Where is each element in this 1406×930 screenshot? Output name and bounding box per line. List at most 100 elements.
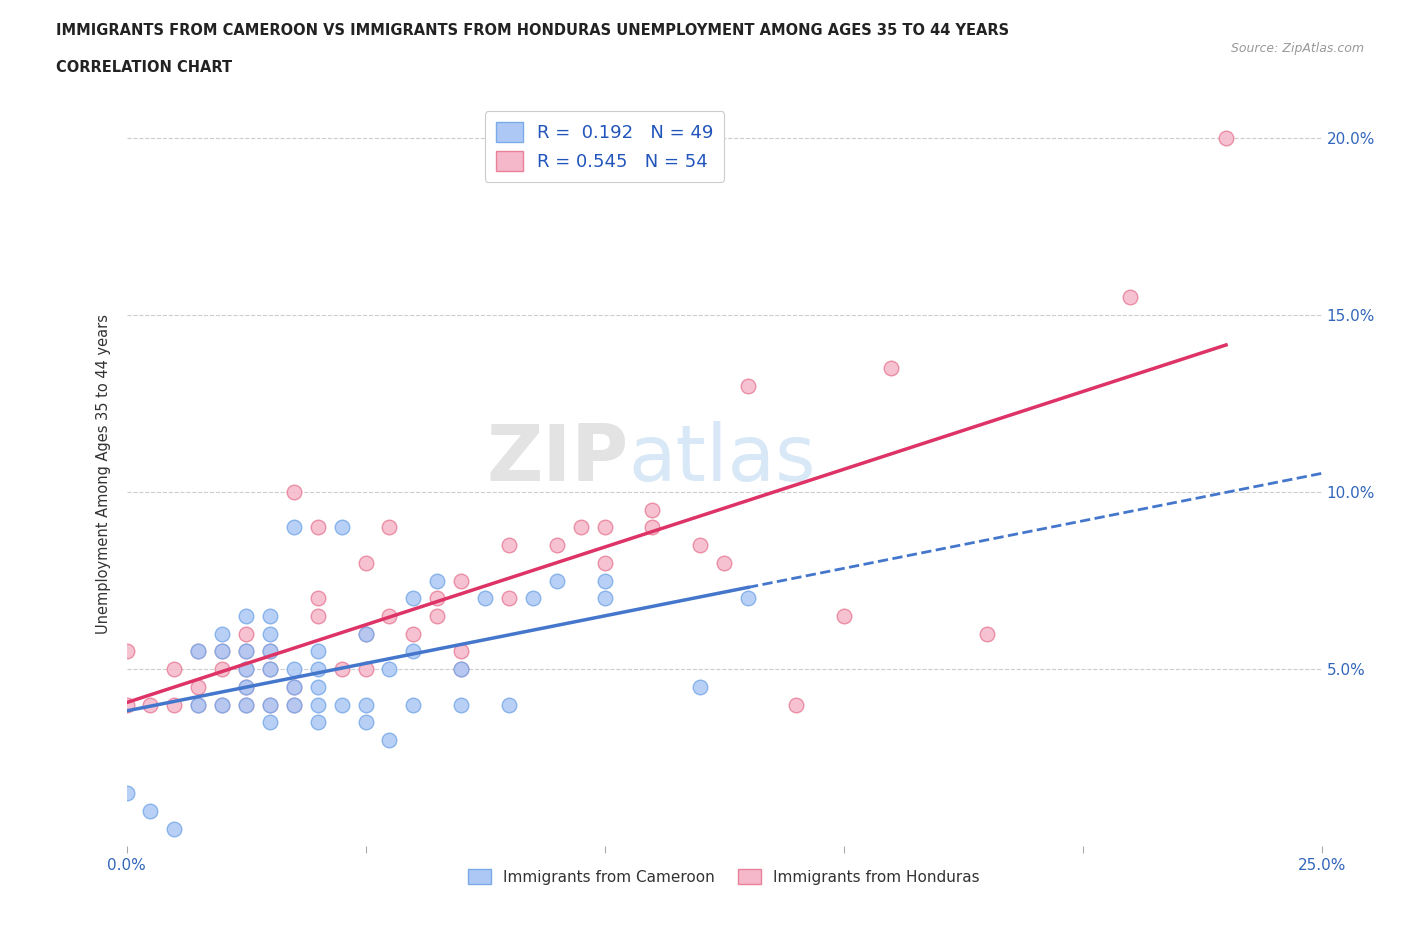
Point bbox=[330, 520, 353, 535]
Point bbox=[163, 698, 186, 712]
Point bbox=[307, 520, 329, 535]
Point bbox=[689, 538, 711, 552]
Point bbox=[283, 680, 305, 695]
Point bbox=[450, 644, 472, 658]
Point bbox=[307, 715, 329, 730]
Point bbox=[546, 573, 568, 588]
Point bbox=[187, 698, 209, 712]
Point bbox=[402, 698, 425, 712]
Point bbox=[713, 555, 735, 570]
Point bbox=[522, 591, 544, 605]
Point bbox=[163, 662, 186, 677]
Point bbox=[450, 573, 472, 588]
Point bbox=[211, 644, 233, 658]
Point bbox=[115, 698, 138, 712]
Point bbox=[976, 626, 998, 641]
Point bbox=[211, 662, 233, 677]
Point bbox=[402, 591, 425, 605]
Point bbox=[283, 520, 305, 535]
Point bbox=[307, 608, 329, 623]
Point bbox=[139, 698, 162, 712]
Point bbox=[211, 698, 233, 712]
Point bbox=[235, 662, 257, 677]
Y-axis label: Unemployment Among Ages 35 to 44 years: Unemployment Among Ages 35 to 44 years bbox=[96, 314, 111, 634]
Point bbox=[1119, 290, 1142, 305]
Point bbox=[426, 608, 449, 623]
Point bbox=[593, 555, 616, 570]
Point bbox=[498, 538, 520, 552]
Point bbox=[354, 555, 377, 570]
Point bbox=[402, 644, 425, 658]
Point bbox=[474, 591, 496, 605]
Point bbox=[211, 626, 233, 641]
Point bbox=[546, 538, 568, 552]
Point bbox=[330, 662, 353, 677]
Point bbox=[880, 361, 903, 376]
Point bbox=[235, 644, 257, 658]
Point bbox=[450, 698, 472, 712]
Point bbox=[283, 662, 305, 677]
Point bbox=[593, 520, 616, 535]
Point bbox=[139, 804, 162, 818]
Point bbox=[307, 680, 329, 695]
Point bbox=[498, 591, 520, 605]
Point bbox=[354, 698, 377, 712]
Point bbox=[211, 644, 233, 658]
Point bbox=[235, 698, 257, 712]
Point bbox=[307, 698, 329, 712]
Point bbox=[283, 680, 305, 695]
Point bbox=[259, 662, 281, 677]
Point bbox=[187, 680, 209, 695]
Point bbox=[259, 715, 281, 730]
Point bbox=[426, 573, 449, 588]
Point bbox=[832, 608, 855, 623]
Point bbox=[307, 662, 329, 677]
Point bbox=[307, 591, 329, 605]
Point bbox=[283, 485, 305, 499]
Point bbox=[283, 698, 305, 712]
Point bbox=[307, 644, 329, 658]
Point bbox=[426, 591, 449, 605]
Point bbox=[498, 698, 520, 712]
Point bbox=[450, 662, 472, 677]
Text: atlas: atlas bbox=[628, 421, 815, 498]
Point bbox=[211, 698, 233, 712]
Point bbox=[641, 520, 664, 535]
Point bbox=[235, 626, 257, 641]
Point bbox=[378, 608, 401, 623]
Point bbox=[593, 573, 616, 588]
Point bbox=[235, 698, 257, 712]
Point bbox=[163, 821, 186, 836]
Point bbox=[689, 680, 711, 695]
Point bbox=[259, 644, 281, 658]
Point bbox=[187, 698, 209, 712]
Point bbox=[569, 520, 592, 535]
Point bbox=[259, 698, 281, 712]
Point bbox=[235, 680, 257, 695]
Point bbox=[354, 662, 377, 677]
Point bbox=[283, 698, 305, 712]
Point bbox=[450, 662, 472, 677]
Point bbox=[259, 608, 281, 623]
Point bbox=[187, 644, 209, 658]
Point bbox=[235, 644, 257, 658]
Point bbox=[1215, 130, 1237, 145]
Point bbox=[259, 698, 281, 712]
Point bbox=[378, 662, 401, 677]
Point bbox=[259, 644, 281, 658]
Text: Source: ZipAtlas.com: Source: ZipAtlas.com bbox=[1230, 42, 1364, 55]
Point bbox=[259, 662, 281, 677]
Point bbox=[785, 698, 807, 712]
Legend: Immigrants from Cameroon, Immigrants from Honduras: Immigrants from Cameroon, Immigrants fro… bbox=[463, 862, 986, 891]
Point bbox=[737, 591, 759, 605]
Point bbox=[378, 733, 401, 748]
Text: CORRELATION CHART: CORRELATION CHART bbox=[56, 60, 232, 75]
Point bbox=[235, 608, 257, 623]
Point bbox=[235, 662, 257, 677]
Point bbox=[187, 644, 209, 658]
Point bbox=[737, 379, 759, 393]
Text: IMMIGRANTS FROM CAMEROON VS IMMIGRANTS FROM HONDURAS UNEMPLOYMENT AMONG AGES 35 : IMMIGRANTS FROM CAMEROON VS IMMIGRANTS F… bbox=[56, 23, 1010, 38]
Point bbox=[354, 715, 377, 730]
Point bbox=[593, 591, 616, 605]
Point bbox=[354, 626, 377, 641]
